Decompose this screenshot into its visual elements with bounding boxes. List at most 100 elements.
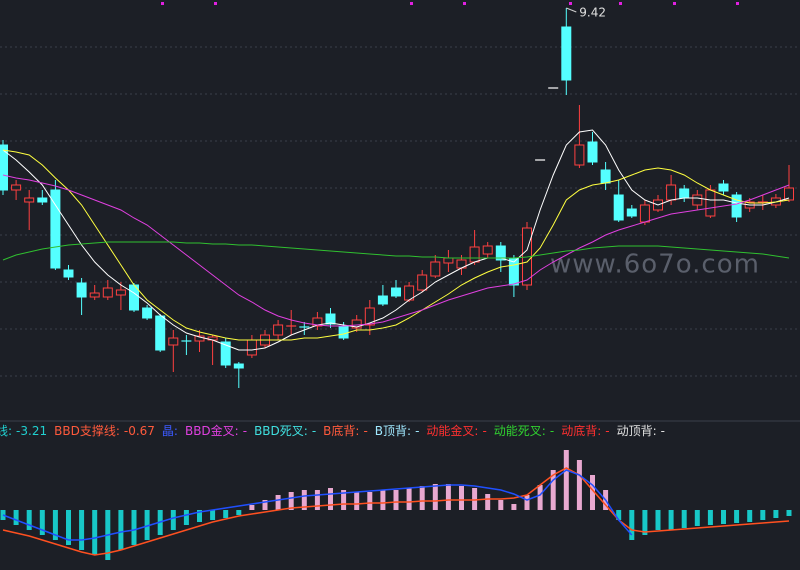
indicator-bar: [262, 500, 268, 510]
indicator-bar: [511, 504, 517, 510]
marker: [161, 2, 164, 5]
indicator-bar: [773, 510, 779, 518]
top-markers: [161, 2, 739, 5]
indicator-bar: [668, 510, 674, 530]
candle-body: [76, 282, 87, 298]
indicator-line: [2, 469, 633, 541]
indicator-bar: [734, 510, 740, 523]
indicator-bar: [52, 510, 58, 540]
candle-body: [391, 287, 401, 297]
legend-name: 动底背:: [561, 423, 601, 438]
legend-value: -3.21: [16, 424, 47, 438]
indicator-bar: [786, 510, 792, 516]
legend-value: -: [243, 424, 247, 438]
candle-body: [718, 183, 729, 192]
candle-body: [600, 169, 611, 184]
legend-value: -: [312, 424, 316, 438]
legend-name: 线:: [0, 424, 12, 438]
indicator-bar: [459, 486, 464, 510]
legend-value: -: [661, 424, 665, 438]
candle-body: [338, 325, 349, 339]
high-label: 9.42: [579, 6, 606, 20]
marker: [463, 2, 466, 5]
legend-value: -: [363, 424, 367, 438]
indicator-line: [2, 241, 790, 261]
indicator-bar: [642, 510, 648, 535]
indicator-bar: [275, 495, 281, 510]
legend-value: -: [605, 424, 609, 438]
indicator-bar: [655, 510, 661, 530]
indicator-line: [2, 149, 790, 341]
indicator-bar: [144, 510, 150, 540]
candle-body: [430, 261, 441, 277]
indicator-bar: [472, 488, 478, 510]
marker: [214, 2, 217, 5]
legend-name: B顶背:: [375, 424, 411, 438]
candle-body: [246, 339, 257, 356]
indicator-bar: [550, 470, 556, 510]
candle-body: [639, 204, 650, 223]
candle-body: [417, 274, 428, 291]
indicator-line: [2, 174, 790, 327]
indicator-bar: [197, 510, 202, 522]
candle-body: [102, 287, 113, 298]
indicator-bar: [576, 460, 582, 510]
legend-value: -: [482, 424, 486, 438]
candle-body: [89, 292, 100, 298]
candle-body: [443, 257, 454, 264]
indicator-bar: [760, 510, 766, 520]
indicator-bar: [590, 475, 595, 510]
indicator-bar: [367, 492, 373, 510]
indicator-line: [2, 129, 790, 351]
indicator-bar: [79, 510, 85, 550]
indicator-bar: [236, 510, 242, 515]
indicator-bar: [393, 490, 399, 510]
candle-body: [220, 341, 231, 366]
indicator-bar: [616, 510, 622, 520]
indicator-bar: [406, 488, 412, 510]
indicator-bar: [92, 510, 98, 555]
candle-body: [312, 317, 323, 327]
indicator-bar: [328, 488, 333, 510]
indicator-bar: [747, 510, 753, 522]
legend-name: 动能死叉:: [494, 424, 546, 438]
legend-name: BBD金叉:: [185, 423, 239, 438]
indicator-bar: [629, 510, 635, 540]
candle-body: [0, 144, 8, 191]
indicator-bar: [341, 490, 347, 510]
candle-body: [233, 363, 244, 369]
candle-body: [613, 194, 624, 221]
candle-body: [37, 197, 48, 203]
indicator-bar: [183, 510, 189, 525]
high-pointer: [566, 7, 577, 13]
candle-body: [705, 189, 716, 217]
indicator-bar: [288, 492, 294, 510]
grid: [0, 46, 800, 377]
candle-body: [679, 188, 690, 199]
candle-body: [561, 26, 572, 81]
candle-body: [666, 184, 677, 201]
indicator-bar: [118, 510, 124, 550]
legend-name: 动顶背:: [617, 424, 657, 438]
legend-name: B底背:: [323, 423, 359, 438]
indicator-bar: [210, 510, 216, 520]
legend-value: -0.67: [124, 424, 155, 438]
candle-body: [155, 315, 166, 351]
indicator-bar: [485, 494, 491, 510]
indicator-bar: [131, 510, 137, 545]
indicator-bar: [13, 510, 19, 525]
indicator-bar: [26, 510, 32, 530]
candle-body: [495, 245, 506, 261]
indicator-bar: [249, 505, 255, 510]
candle-body: [482, 245, 493, 255]
watermark: www.6o7o.com: [550, 250, 760, 280]
indicator-bar: [380, 490, 386, 510]
indicator-panel: [0, 450, 792, 560]
indicator-bar: [524, 495, 530, 510]
indicator-bar: [445, 484, 451, 510]
candle-body: [142, 307, 153, 319]
indicator-bar: [314, 490, 320, 510]
indicator-bar: [563, 450, 569, 510]
candle-body: [469, 246, 480, 263]
